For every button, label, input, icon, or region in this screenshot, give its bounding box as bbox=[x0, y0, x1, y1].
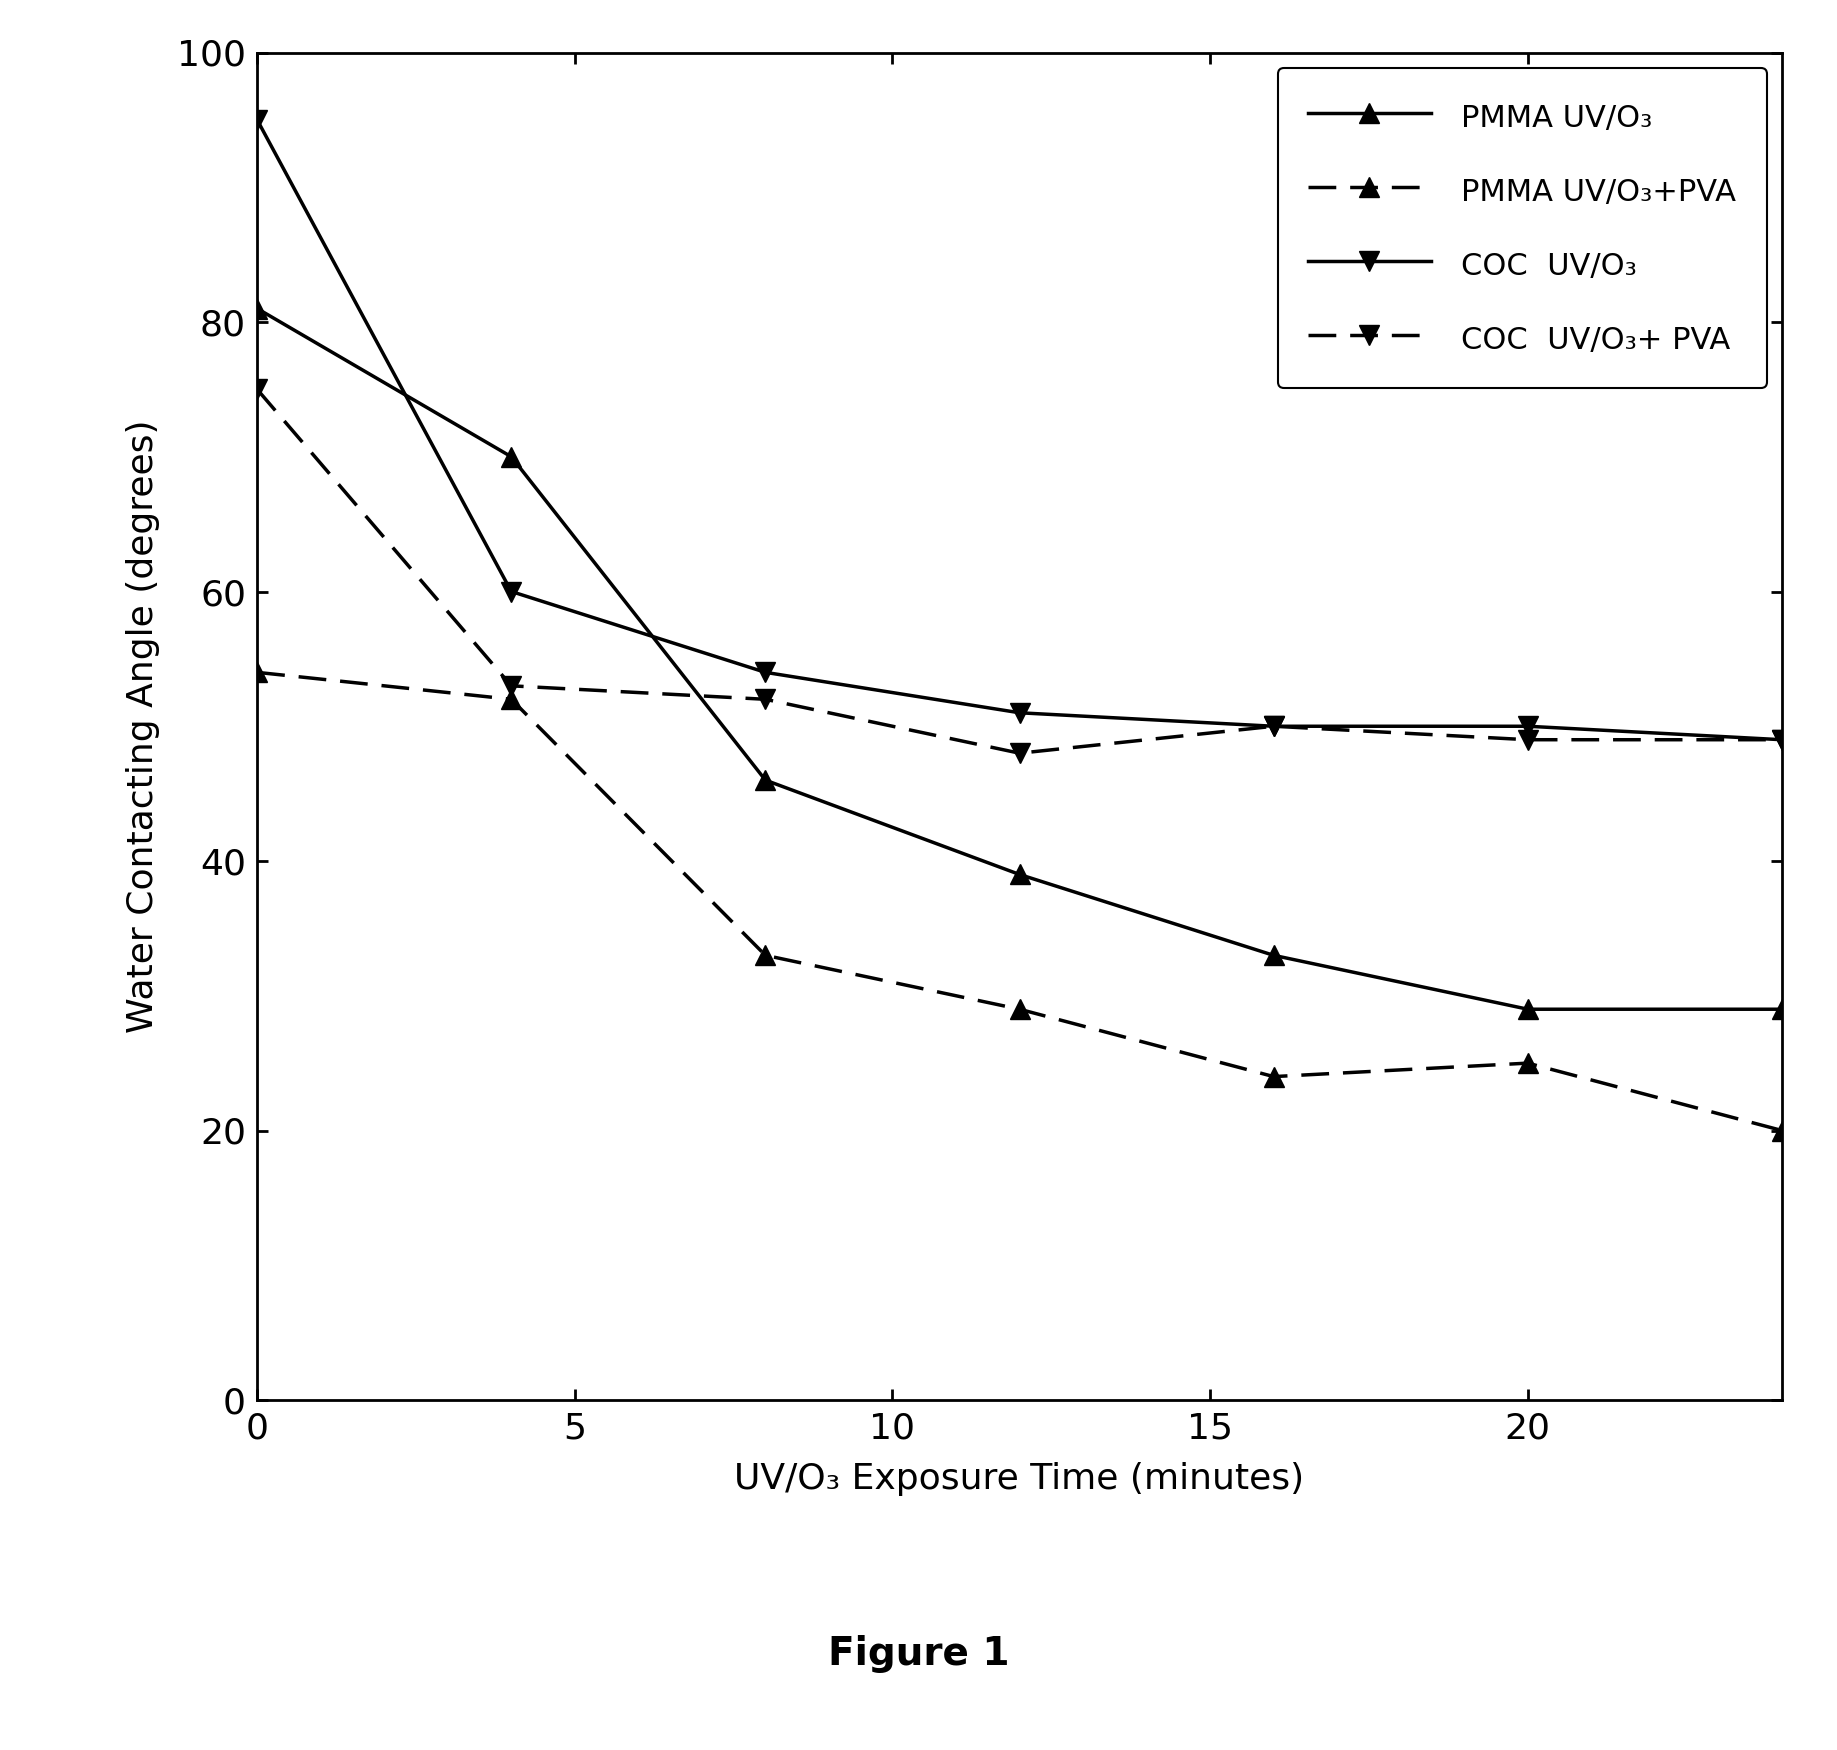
PMMA UV/O₃ bbox=[1517, 999, 1539, 1020]
Line: COC  UV/O₃+ PVA: COC UV/O₃+ PVA bbox=[248, 380, 1791, 763]
PMMA UV/O₃+PVA bbox=[1009, 999, 1031, 1020]
X-axis label: UV/O₃ Exposure Time (minutes): UV/O₃ Exposure Time (minutes) bbox=[735, 1461, 1304, 1496]
PMMA UV/O₃+PVA bbox=[1262, 1066, 1284, 1087]
COC  UV/O₃+ PVA bbox=[1009, 742, 1031, 763]
COC  UV/O₃ bbox=[1771, 730, 1793, 751]
Line: PMMA UV/O₃+PVA: PMMA UV/O₃+PVA bbox=[248, 663, 1791, 1141]
Line: COC  UV/O₃: COC UV/O₃ bbox=[248, 110, 1791, 749]
COC  UV/O₃ bbox=[1009, 702, 1031, 723]
Text: Figure 1: Figure 1 bbox=[828, 1634, 1009, 1673]
PMMA UV/O₃ bbox=[1009, 864, 1031, 886]
PMMA UV/O₃ bbox=[1771, 999, 1793, 1020]
COC  UV/O₃+ PVA bbox=[1262, 716, 1284, 737]
COC  UV/O₃+ PVA bbox=[500, 676, 522, 696]
Line: PMMA UV/O₃: PMMA UV/O₃ bbox=[248, 299, 1791, 1018]
PMMA UV/O₃+PVA bbox=[246, 662, 268, 682]
Legend: PMMA UV/O₃, PMMA UV/O₃+PVA, COC  UV/O₃, COC  UV/O₃+ PVA: PMMA UV/O₃, PMMA UV/O₃+PVA, COC UV/O₃, C… bbox=[1279, 68, 1767, 388]
COC  UV/O₃ bbox=[755, 662, 777, 682]
Y-axis label: Water Contacting Angle (degrees): Water Contacting Angle (degrees) bbox=[127, 420, 160, 1032]
COC  UV/O₃ bbox=[500, 581, 522, 602]
COC  UV/O₃+ PVA bbox=[1771, 730, 1793, 751]
COC  UV/O₃ bbox=[246, 108, 268, 130]
COC  UV/O₃+ PVA bbox=[755, 690, 777, 710]
COC  UV/O₃+ PVA bbox=[246, 378, 268, 399]
PMMA UV/O₃ bbox=[755, 770, 777, 791]
PMMA UV/O₃ bbox=[1262, 945, 1284, 966]
COC  UV/O₃+ PVA bbox=[1517, 730, 1539, 751]
PMMA UV/O₃+PVA bbox=[500, 690, 522, 710]
PMMA UV/O₃ bbox=[500, 446, 522, 467]
COC  UV/O₃ bbox=[1262, 716, 1284, 737]
PMMA UV/O₃+PVA bbox=[1517, 1052, 1539, 1073]
COC  UV/O₃ bbox=[1517, 716, 1539, 737]
PMMA UV/O₃ bbox=[246, 298, 268, 318]
PMMA UV/O₃+PVA bbox=[1771, 1120, 1793, 1141]
PMMA UV/O₃+PVA bbox=[755, 945, 777, 966]
